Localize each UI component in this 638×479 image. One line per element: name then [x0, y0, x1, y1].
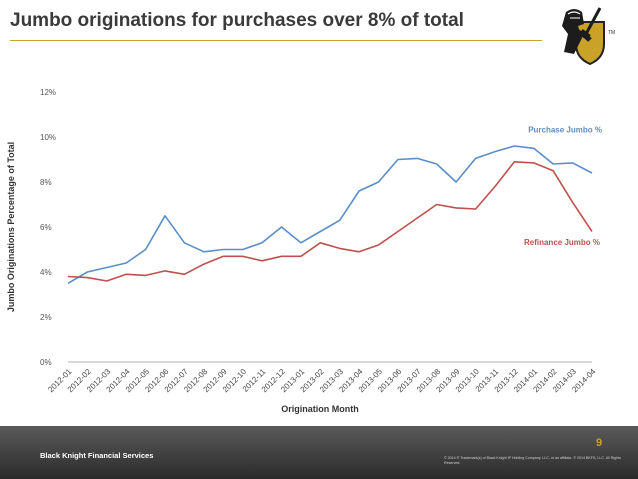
series-line-refinance	[67, 161, 593, 282]
legend-label-purchase: Purchase Jumbo %	[528, 126, 602, 135]
trademark-symbol: TM	[608, 30, 616, 36]
footer-company-name: Black Knight Financial Services	[40, 451, 154, 460]
y-axis-title: Jumbo Originations Percentage of Total	[6, 142, 16, 312]
x-axis-title: Origination Month	[281, 404, 358, 414]
black-knight-icon	[562, 7, 605, 66]
slide-title: Jumbo originations for purchases over 8%…	[10, 10, 464, 31]
y-tick-label: 8%	[40, 178, 52, 187]
y-tick-label: 0%	[40, 358, 52, 367]
page-number: 9	[596, 437, 603, 449]
footer-bar	[0, 426, 638, 479]
series-line-purchase	[67, 145, 593, 284]
y-tick-label: 4%	[40, 268, 52, 277]
y-tick-label: 2%	[40, 313, 52, 322]
legend-label-refinance: Refinance Jumbo %	[524, 238, 600, 247]
y-tick-label: 6%	[40, 223, 52, 232]
y-tick-label: 10%	[40, 133, 56, 142]
title-divider	[10, 40, 542, 41]
footer-legal-text: © 2014 ® Trademark(s) of Black Knight IP…	[444, 456, 621, 465]
line-chart: 0%2%4%6%8%10%12%2012-012012-022012-03201…	[6, 88, 602, 414]
y-tick-label: 12%	[40, 88, 56, 97]
